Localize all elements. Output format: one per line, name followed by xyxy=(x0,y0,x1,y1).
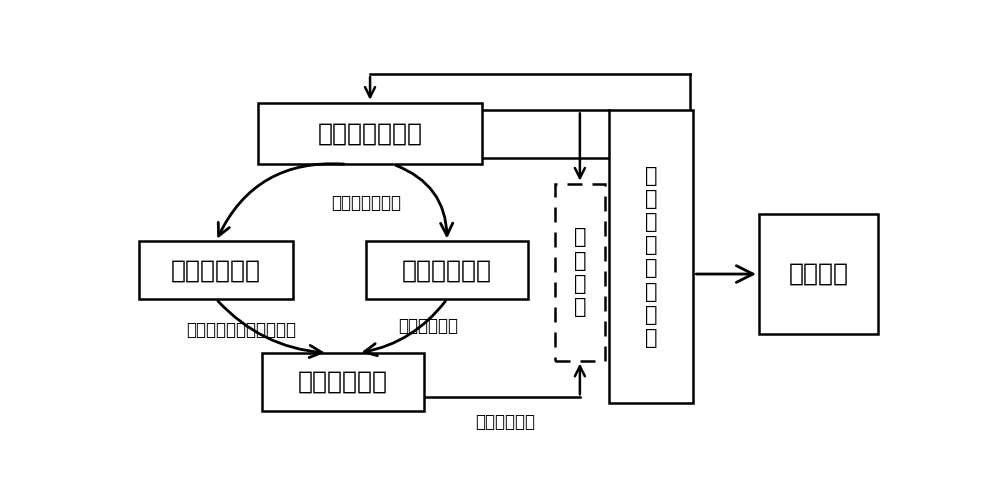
Text: 信号采集装置: 信号采集装置 xyxy=(171,258,261,282)
Text: 发送微调参数: 发送微调参数 xyxy=(398,317,458,335)
Bar xyxy=(262,353,424,411)
Bar xyxy=(609,111,693,403)
Text: 定时采集各发生装置信号: 定时采集各发生装置信号 xyxy=(186,321,296,339)
Text: 算
法
生
成: 算 法 生 成 xyxy=(574,227,586,317)
Text: 电
除
尘
器
控
制
系
统: 电 除 尘 器 控 制 系 统 xyxy=(645,165,657,348)
Bar xyxy=(759,214,878,333)
Text: 发送调节参数: 发送调节参数 xyxy=(475,413,535,431)
Bar xyxy=(139,241,293,299)
Text: 节能算法模型: 节能算法模型 xyxy=(298,370,388,394)
Bar xyxy=(258,103,482,164)
Bar xyxy=(555,184,605,361)
Text: 电除尘器: 电除尘器 xyxy=(789,262,849,286)
Bar xyxy=(366,241,528,299)
Text: 定时更新数据库: 定时更新数据库 xyxy=(331,194,401,212)
Text: 优化算法模型: 优化算法模型 xyxy=(402,258,492,282)
Text: 多信号发生装置: 多信号发生装置 xyxy=(318,122,423,145)
